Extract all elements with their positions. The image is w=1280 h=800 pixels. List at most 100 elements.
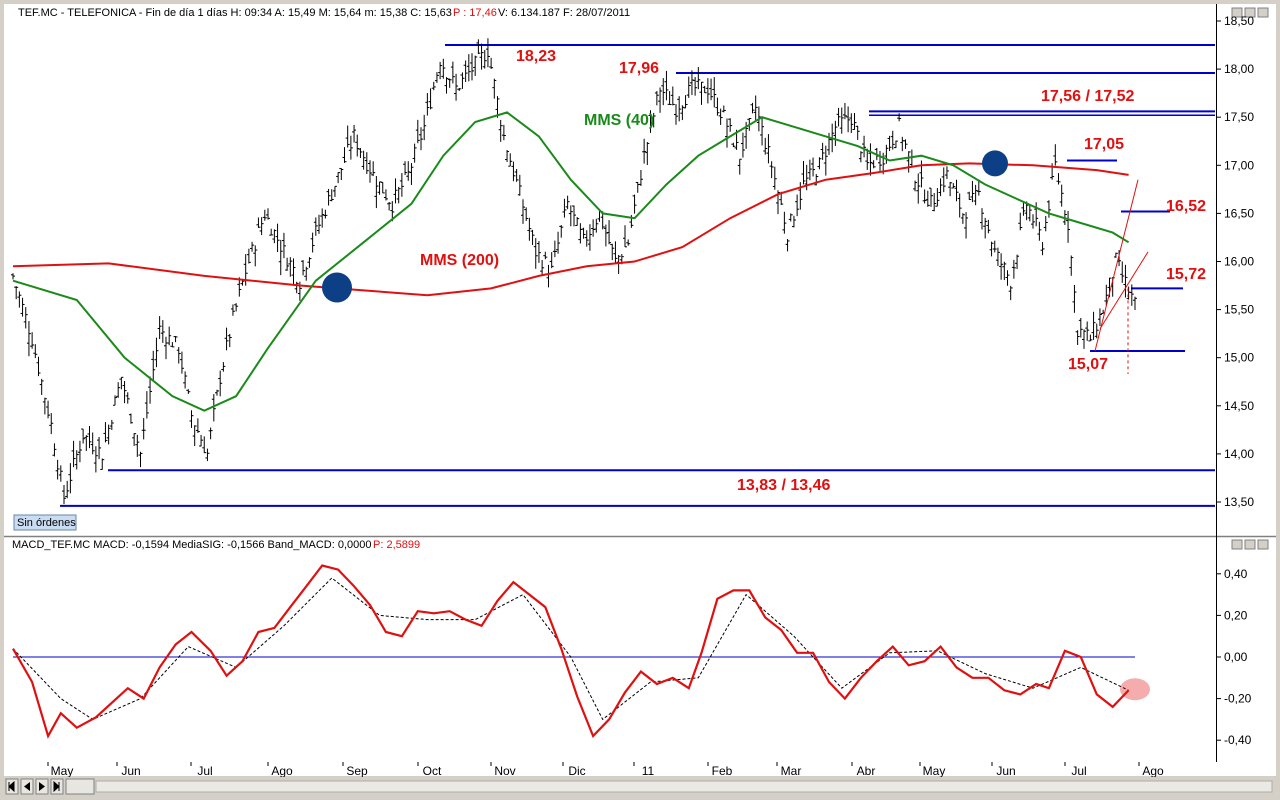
price-bar bbox=[603, 224, 608, 247]
price-bar bbox=[1053, 144, 1058, 166]
price-bar bbox=[42, 397, 47, 415]
minimize-button[interactable] bbox=[1231, 7, 1243, 18]
price-bar bbox=[485, 38, 490, 68]
price-bar bbox=[607, 220, 612, 245]
month-label: 11 bbox=[642, 764, 655, 778]
price-bar bbox=[568, 205, 573, 227]
price-bar bbox=[855, 125, 860, 140]
price-bar bbox=[530, 229, 535, 246]
maximize-button[interactable] bbox=[1244, 7, 1256, 18]
price-bar bbox=[189, 410, 194, 428]
price-bar bbox=[87, 426, 92, 449]
price-bar bbox=[151, 350, 156, 381]
price-tick-label: 14,50 bbox=[1224, 399, 1254, 413]
price-bar bbox=[128, 413, 133, 424]
macd-minimize-button[interactable] bbox=[1231, 539, 1243, 550]
price-bar bbox=[473, 55, 478, 77]
price-bar bbox=[84, 435, 89, 451]
horizontal-scrollbar[interactable] bbox=[95, 780, 1273, 793]
price-bar bbox=[1031, 214, 1035, 229]
price-bar bbox=[122, 381, 127, 404]
month-label: Mar bbox=[781, 764, 802, 778]
price-header-info: TEF.MC - TELEFONICA - Fin de día 1 días … bbox=[18, 7, 452, 19]
price-bar bbox=[913, 180, 918, 192]
price-bar bbox=[549, 252, 554, 269]
price-bar bbox=[310, 232, 315, 253]
price-tick-label: 16,00 bbox=[1224, 255, 1254, 269]
price-bar bbox=[495, 96, 500, 118]
price-bar bbox=[358, 147, 363, 158]
price-header-tail: V: 6.134.187 F: 28/07/2011 bbox=[498, 7, 630, 19]
price-bar bbox=[183, 371, 188, 389]
price-bar bbox=[878, 151, 882, 171]
price-bar bbox=[90, 432, 95, 455]
macd-maximize-button[interactable] bbox=[1244, 539, 1256, 550]
month-label: May bbox=[923, 764, 946, 778]
price-bar bbox=[903, 139, 908, 149]
price-bar bbox=[642, 138, 647, 164]
price-bar bbox=[1046, 200, 1051, 218]
price-bar bbox=[1008, 285, 1013, 301]
price-tick-label: 18,50 bbox=[1224, 14, 1254, 28]
price-bar bbox=[795, 194, 800, 217]
price-tick-label: 16,50 bbox=[1224, 206, 1254, 220]
price-bar bbox=[361, 150, 366, 170]
price-bar bbox=[332, 185, 337, 197]
price-bar bbox=[1078, 317, 1083, 338]
price-bar bbox=[801, 160, 806, 185]
price-bar bbox=[93, 446, 98, 473]
price-bar bbox=[304, 266, 309, 281]
price-bar bbox=[721, 105, 726, 113]
price-bar bbox=[428, 88, 433, 110]
price-bar bbox=[62, 485, 66, 505]
price-bar bbox=[227, 333, 232, 348]
price-bar bbox=[976, 179, 981, 196]
macd-close-button[interactable] bbox=[1257, 539, 1269, 550]
level-label: 17,56 / 17,52 bbox=[1041, 88, 1135, 105]
price-bar bbox=[613, 241, 618, 264]
macd-tick-label: 0,20 bbox=[1224, 608, 1248, 622]
price-bar bbox=[527, 217, 532, 241]
price-bar bbox=[167, 326, 172, 346]
price-bar bbox=[884, 144, 889, 164]
price-bar bbox=[116, 382, 121, 398]
price-bar bbox=[234, 303, 239, 312]
price-bar bbox=[836, 107, 841, 127]
channel-upper bbox=[1094, 179, 1139, 352]
close-button[interactable] bbox=[1257, 7, 1269, 18]
price-bar bbox=[916, 173, 921, 204]
price-bar bbox=[556, 231, 561, 254]
price-bar bbox=[113, 395, 117, 406]
price-tick-label: 14,00 bbox=[1224, 447, 1254, 461]
price-bar bbox=[581, 227, 586, 239]
price-bar bbox=[406, 161, 411, 181]
price-bar bbox=[785, 239, 790, 252]
price-bar bbox=[1075, 330, 1080, 346]
price-bar bbox=[65, 480, 70, 499]
price-bar bbox=[250, 241, 255, 252]
price-bar bbox=[109, 419, 114, 431]
price-bar bbox=[1097, 308, 1102, 326]
level-label: 15,72 bbox=[1166, 266, 1206, 283]
price-bar bbox=[970, 180, 975, 203]
price-bar bbox=[1123, 264, 1128, 298]
price-bar bbox=[552, 240, 557, 258]
price-bar bbox=[623, 225, 627, 248]
price-bar bbox=[521, 199, 525, 224]
price-bar bbox=[195, 418, 200, 433]
nav-scroll-button[interactable] bbox=[65, 778, 95, 795]
price-bar bbox=[326, 188, 331, 206]
price-bar bbox=[170, 342, 175, 348]
price-bar bbox=[81, 428, 86, 444]
price-bar bbox=[371, 161, 376, 177]
price-bar bbox=[658, 87, 663, 113]
price-bar bbox=[476, 39, 481, 54]
next-icon bbox=[39, 782, 45, 791]
price-bar bbox=[820, 142, 825, 160]
price-bar bbox=[100, 458, 105, 470]
price-bar bbox=[753, 95, 758, 122]
price-bar bbox=[237, 277, 242, 297]
price-bar bbox=[26, 320, 31, 357]
orders-badge[interactable] bbox=[13, 514, 77, 531]
price-bar bbox=[46, 400, 51, 419]
